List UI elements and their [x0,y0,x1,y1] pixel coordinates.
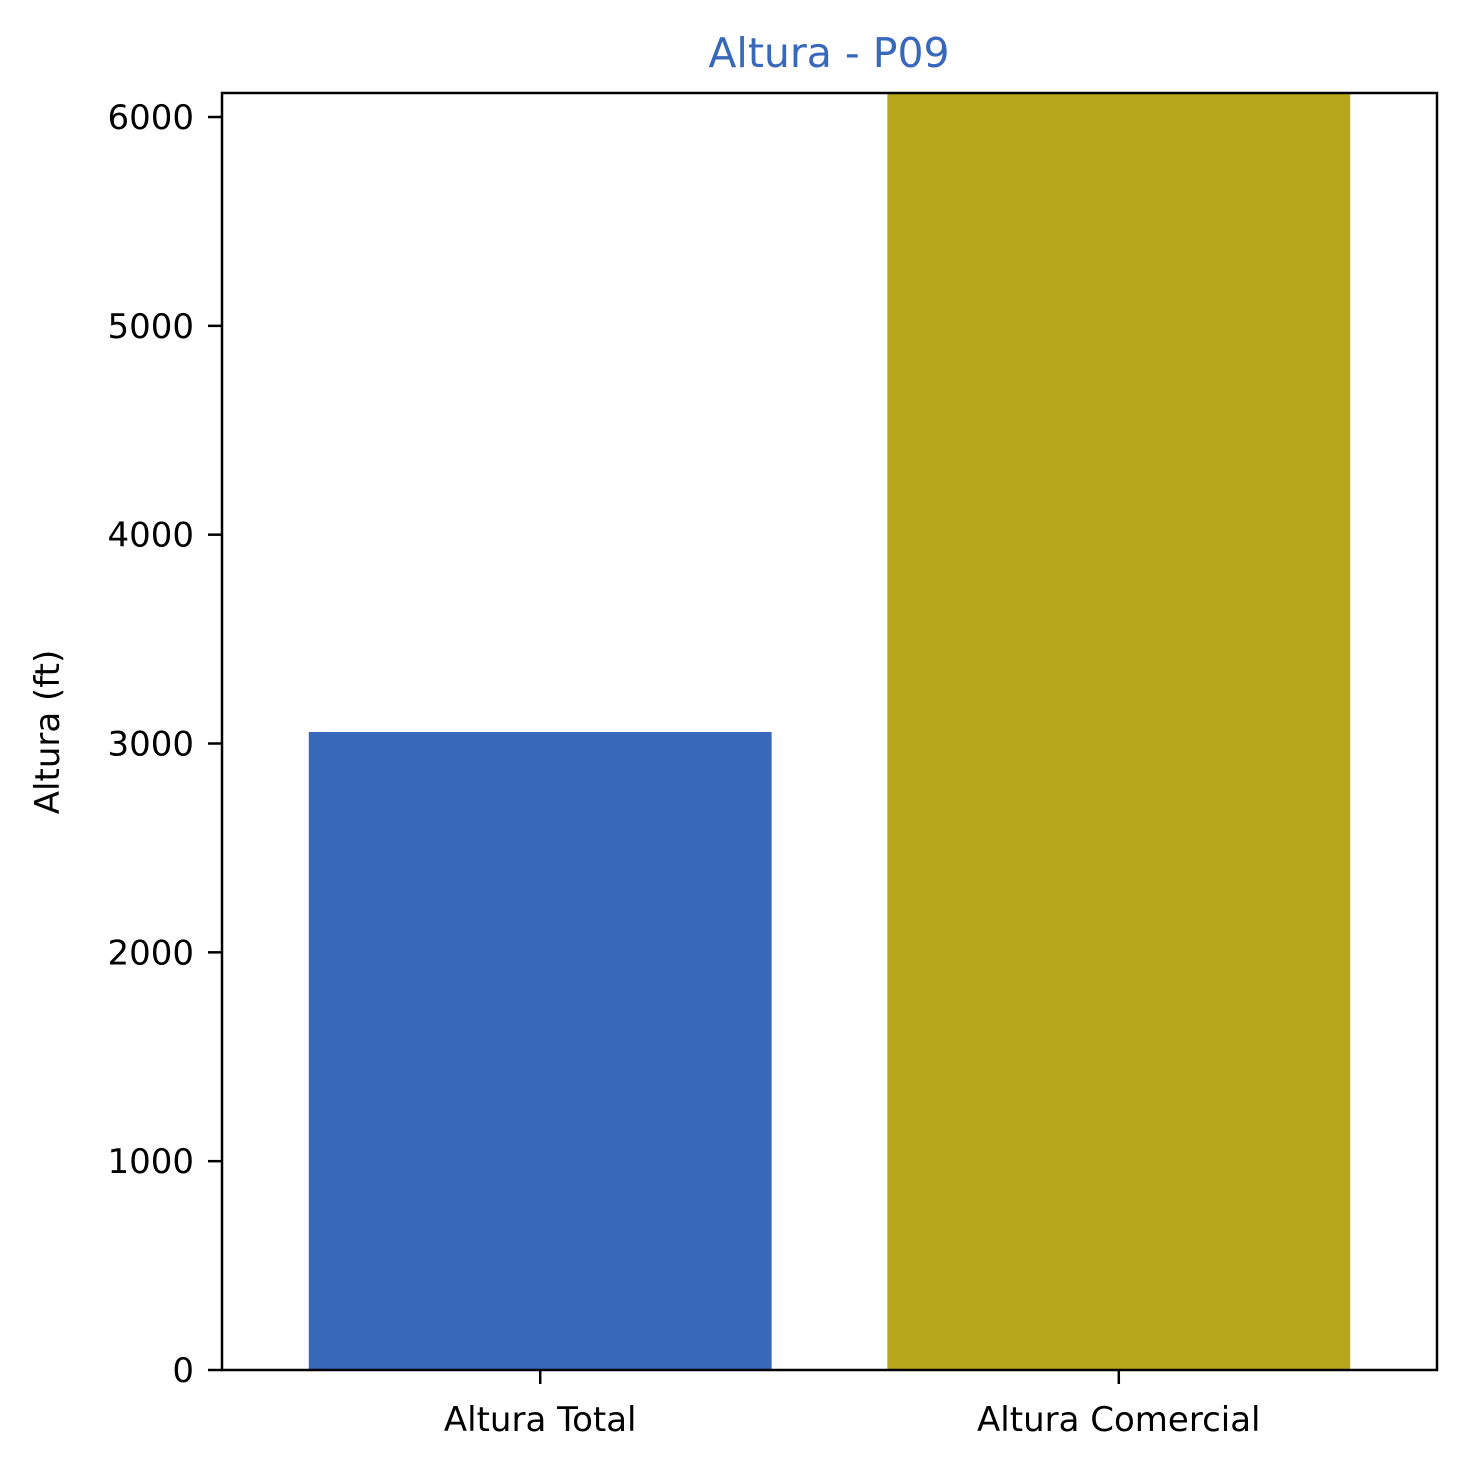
y-tick-label: 2000 [107,933,194,973]
bars-layer [308,93,1351,1370]
y-tick-label: 5000 [107,307,194,347]
y-tick-label: 0 [172,1351,194,1391]
y-tick-label: 4000 [107,516,194,556]
y-axis-ticks: 0 1000 2000 3000 4000 5000 6000 [107,98,222,1391]
y-tick-label: 3000 [107,725,194,765]
plot-frame [220,91,1439,1372]
x-axis-ticks: Altura Total Altura Comercial [444,1370,1261,1440]
y-tick-label: 6000 [107,98,194,138]
chart-title: Altura - P09 [708,29,949,77]
bar-altura-comercial [887,93,1351,1370]
x-tick-label: Altura Comercial [977,1400,1260,1440]
x-tick-label: Altura Total [444,1400,637,1440]
bar-altura-total [308,732,772,1370]
y-axis-label: Altura (ft) [28,650,68,814]
y-tick-label: 1000 [107,1142,194,1182]
